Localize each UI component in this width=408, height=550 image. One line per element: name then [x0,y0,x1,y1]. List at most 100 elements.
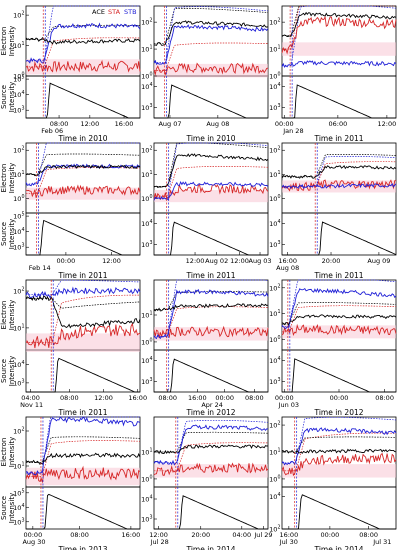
date-label: Feb 06 [41,127,63,135]
ace-model-line [282,5,396,36]
stb-series-line [25,286,141,299]
x-tick-label: 06:00 [328,120,347,128]
source-tick-label: 104 [141,356,152,365]
y-tick-label: 101 [13,462,24,471]
sta-series-line [25,184,141,198]
bottom-axes-frame [25,349,141,393]
ace-series-line [25,164,141,177]
ace-series-line [153,153,269,189]
x-tick-label: 00:00 [23,531,42,539]
y-tick-label: 102 [269,18,280,27]
y-tick-label: 101 [13,323,24,332]
stb-model-line [154,6,269,63]
ace-series-line [281,448,397,454]
date-label: Jan 28 [282,127,303,135]
sta-background-band [282,42,396,56]
stb-model-line [154,419,269,464]
ace-model-line [282,302,397,325]
x-tick-label: 16:00 [128,394,147,402]
source-curve [154,221,268,256]
sta-background-band [26,333,140,352]
x-tick-label: 00:00 [215,394,234,402]
stb-model-line [26,142,141,185]
source-tick-label: 103 [141,240,152,249]
y-tick-label: 100 [141,337,152,346]
stb-model-line [282,5,397,66]
y-tick-label: 101 [141,311,152,320]
x-axis-label: Time in 2010 [57,134,107,143]
x-tick-label: Aug 09 [367,257,390,265]
x-tick-label: Aug 08 [206,120,229,128]
y-tick-label: 100 [269,194,280,203]
ace-series-line [281,314,397,326]
date-label: Jul 30 [279,538,298,546]
x-tick-label: 08:00 [158,394,177,402]
sta-series-line [153,184,269,201]
x-axis-label: Time in 2011 [185,271,235,280]
x-tick-label: 12:00 [186,257,205,265]
x-tick-label: 16:00 [279,531,298,539]
y-tick-label: 100 [269,335,280,344]
date-label: Apr 24 [201,401,223,409]
x-axis-label: Time in 2011 [57,271,107,280]
legend-sta: STA [108,8,121,16]
sta-series-line [153,462,269,476]
source-curve [26,219,140,256]
source-ylabel: Intensity [8,356,16,386]
source-tick-label: 103 [141,515,152,524]
ace-series-line [281,165,397,179]
source-tick-label: 104 [269,492,280,501]
x-tick-label: Aug 07 [158,120,181,128]
y-tick-label: 101 [141,448,152,457]
y-tick-label: 102 [141,18,152,27]
stb-series-line [153,424,269,466]
sta-model-line [154,42,269,71]
sta-model-line [26,167,140,195]
x-tick-label: 20:00 [191,531,210,539]
ace-model-line [26,298,141,309]
bottom-axes-frame [281,75,397,119]
source-curve [26,82,140,119]
bottom-axes-frame [281,486,397,530]
stb-series-line [281,287,397,330]
source-tick-label: 104 [269,356,280,365]
x-axis-label: Time in 2011 [57,408,107,417]
source-curve [26,357,140,393]
source-tick-label: 103 [269,377,280,386]
source-tick-label: 104 [141,82,152,91]
x-axis-label: Time in 2011 [313,271,363,280]
stb-model-line [154,279,269,337]
source-curve [282,358,396,393]
x-axis-label: Time in 2014 [313,545,363,550]
x-tick-label: 16:00 [115,120,134,128]
x-tick-label: 08:00 [60,394,79,402]
y-tick-label: 101 [269,45,280,54]
electron-ylabel: Intensity [8,163,16,193]
y-tick-label: 102 [13,146,24,155]
x-axis-label: Time in 2012 [185,408,235,417]
x-tick-label: 12:00 [149,531,168,539]
source-ylabel: Source [0,359,8,383]
bottom-axes-frame [25,212,141,256]
sta-background-band [26,59,140,75]
x-tick-label: 12:00 [94,394,113,402]
stb-series-line [153,288,269,340]
date-label: Jul 28 [150,538,169,546]
source-curve [154,358,268,393]
source-tick-label: 103 [13,243,24,252]
ace-series-line [153,303,269,312]
source-ylabel: Intensity [8,82,16,112]
ace-model-line [154,142,269,187]
bottom-axes-frame [153,349,269,393]
y-tick-label: 101 [269,170,280,179]
x-tick-label: 08:00 [245,394,264,402]
bottom-axes-frame [25,75,141,119]
x-axis-label: Time in 2014 [185,545,235,550]
sta-model-line [154,166,269,197]
y-tick-label: 101 [13,41,24,50]
y-tick-label: 100 [141,474,152,483]
date-label: Feb 14 [29,264,51,272]
source-curve [26,493,140,530]
